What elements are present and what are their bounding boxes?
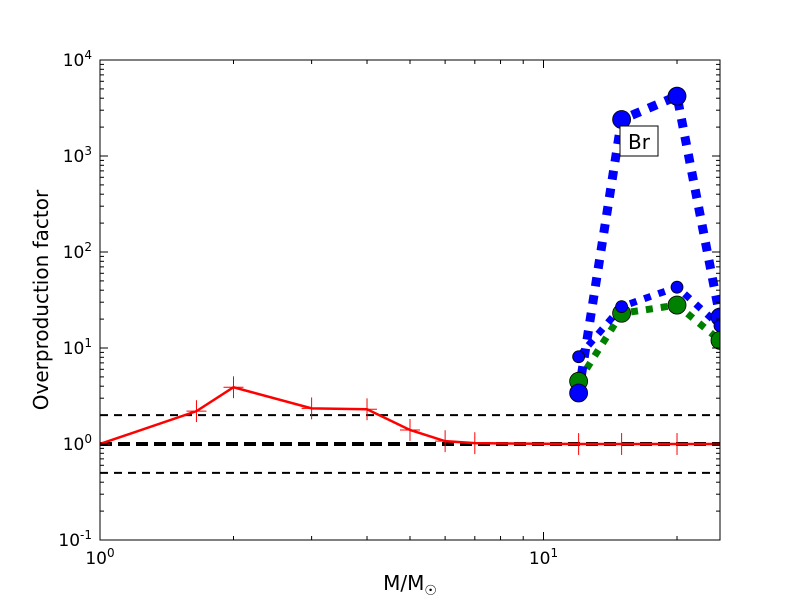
data-point xyxy=(710,331,720,350)
y-tick-label: 101 xyxy=(63,336,92,359)
data-point xyxy=(713,319,720,333)
data-point xyxy=(572,350,586,364)
annotation-box xyxy=(619,125,659,157)
y-axis-label: Overproduction factor xyxy=(29,189,53,410)
series-line xyxy=(574,89,720,394)
x-axis-label: M/M☉ xyxy=(383,571,437,599)
annotation-br: Br xyxy=(619,125,659,157)
data-point xyxy=(667,295,687,315)
plot-area xyxy=(100,86,720,474)
y-tick-label: 102 xyxy=(63,240,92,263)
data-point xyxy=(667,86,687,106)
data-point xyxy=(615,300,629,313)
x-tick-label: 101 xyxy=(529,546,558,569)
y-tick-label: 103 xyxy=(63,144,92,167)
data-point xyxy=(569,383,589,403)
series-line xyxy=(575,283,720,360)
data-point xyxy=(670,280,684,294)
y-tick-label: 104 xyxy=(63,48,92,71)
series-line xyxy=(575,301,720,384)
y-tick-label: 100 xyxy=(63,432,92,455)
x-tick-label: 100 xyxy=(85,546,114,569)
annotation-text: Br xyxy=(628,130,651,154)
y-tick-label: 10-1 xyxy=(58,528,92,551)
